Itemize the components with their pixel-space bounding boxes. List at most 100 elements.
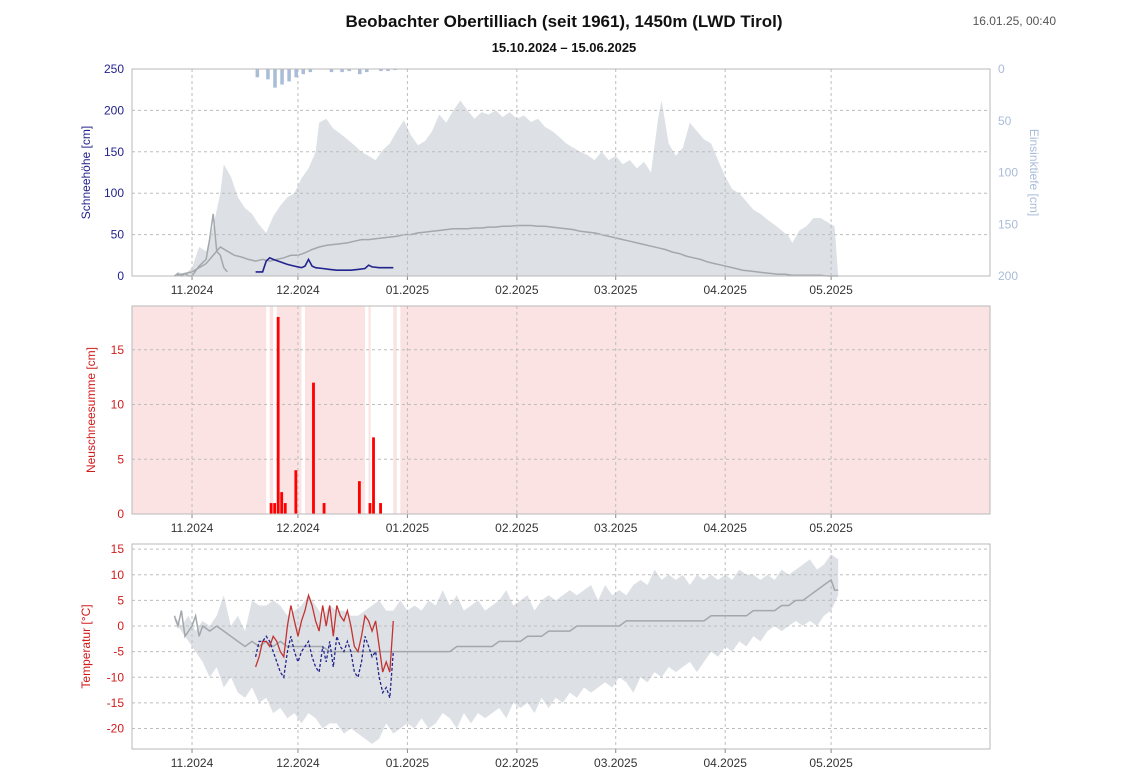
x-tick-label: 01.2025 [386,521,430,535]
penetration-bar [357,69,362,75]
y-tick-label: 10 [111,398,125,412]
y-tick-label: 15 [111,542,125,556]
penetration-bar [365,69,369,73]
x-tick-label: 05.2025 [809,283,853,297]
x-tick-label: 02.2025 [495,283,539,297]
x-tick-label: 03.2025 [594,521,638,535]
climate-median-line [174,224,839,277]
x-tick-label: 02.2025 [495,521,539,535]
new-snow-bar [368,503,372,514]
y2-axis-label: Einsinktiefe [cm] [1027,129,1041,216]
x-tick-label: 03.2025 [594,756,638,770]
y-axis-label: Neuschneesumme [cm] [84,347,98,473]
new-snow-plot-frame [131,305,991,515]
y-tick-label: -15 [107,696,125,710]
y-tick-label: 5 [117,593,124,607]
penetration-bar [301,69,306,75]
new-snow-panel: 0 5 10 15 Neuschneesumme [cm] 11.2024 12.2024 0… [84,306,990,535]
x-tick-label: 12.2024 [276,521,320,535]
x-tick-label: 03.2025 [594,283,638,297]
penetration-bar [308,69,313,73]
x-tick-label: 11.2024 [171,756,214,770]
y2-tick-label: 200 [998,269,1018,283]
no-data-shading [132,306,267,514]
y-tick-label: -5 [113,645,124,659]
penetration-bar [329,69,334,73]
timestamp: 16.01.25, 00:40 [972,14,1056,28]
chart-subtitle: 15.10.2024 – 15.06.2025 [491,40,637,55]
no-data-shading [393,306,397,514]
no-data-shading [269,306,274,514]
y-tick-label: 10 [111,568,125,582]
y-tick-label: 250 [104,62,124,76]
temp-max-line [254,592,394,673]
y-tick-label: 0 [117,619,124,633]
x-tick-label: 02.2025 [495,756,539,770]
x-tick-label: 05.2025 [809,521,853,535]
x-tick-label: 11.2024 [171,521,214,535]
penetration-bar [255,69,260,78]
new-snow-bar [372,437,375,514]
x-tick-label: 01.2025 [386,283,430,297]
y-tick-label: 100 [104,186,124,200]
new-snow-bar [379,503,382,514]
no-data-shading [400,306,990,514]
new-snow-bar [312,382,315,514]
y-tick-label: 150 [104,145,124,159]
new-snow-bar [294,470,298,514]
penetration-bar [340,69,344,73]
x-tick-label: 11.2024 [171,283,214,297]
climate-range-area [174,554,839,744]
new-snow-bar [273,503,277,514]
x-tick-label: 01.2025 [386,756,430,770]
new-snow-bar [357,481,361,514]
no-data-shading [368,306,371,514]
penetration-bar [347,69,351,72]
new-snow-bar [283,503,287,514]
y-tick-label: -20 [107,722,125,736]
penetration-bar [273,69,277,88]
x-tick-label: 04.2025 [703,756,747,770]
penetration-bar [280,69,284,85]
penetration-bar [393,69,397,71]
x-tick-label: 05.2025 [809,756,853,770]
y-tick-label: 200 [104,103,124,117]
temperature-panel: -20 -15 -10 -5 0 5 10 15 Temperatur [°C] 11.2024 1… [79,542,990,770]
climate-range-area [174,100,839,276]
y2-tick-label: 50 [998,114,1012,128]
y-tick-label: -10 [107,670,125,684]
x-tick-label: 12.2024 [276,756,320,770]
no-data-shading [305,306,366,514]
y2-tick-label: 0 [998,62,1005,76]
new-snow-bar [276,316,280,514]
penetration-bar [266,69,270,80]
y2-tick-label: 100 [998,166,1018,180]
snow-depth-line [255,256,394,273]
x-tick-label: 04.2025 [703,283,747,297]
snow-plot-frame [131,68,991,277]
y2-tick-label: 150 [998,217,1018,231]
y-tick-label: 15 [111,343,125,357]
y-axis-label: Temperatur [°C] [79,604,93,688]
penetration-bar [379,69,383,72]
new-snow-bar [322,503,326,514]
chart-title: Beobachter Obertilliach (seit 1961), 145… [345,12,783,31]
y-axis-label: Schneehöhe [cm] [79,126,93,219]
penetration-bar [287,69,291,82]
temperature-plot-frame [131,543,991,750]
new-snow-bar [269,503,273,514]
y-tick-label: 5 [117,452,124,466]
new-snow-bar [280,492,284,514]
no-data-shading [276,306,302,514]
penetration-bar [386,69,390,72]
climate-median-line [173,578,839,653]
y-tick-label: 0 [117,507,124,521]
snow-depth-panel: 0 50 100 150 200 250 0 50 100 150 200 Schneehöhe [c… [79,62,1041,297]
x-tick-label: 12.2024 [276,283,320,297]
y-tick-label: 0 [117,269,124,283]
penetration-bar [294,69,298,78]
temp-min-line [254,635,394,699]
y-tick-label: 50 [111,228,125,242]
x-tick-label: 04.2025 [703,521,747,535]
